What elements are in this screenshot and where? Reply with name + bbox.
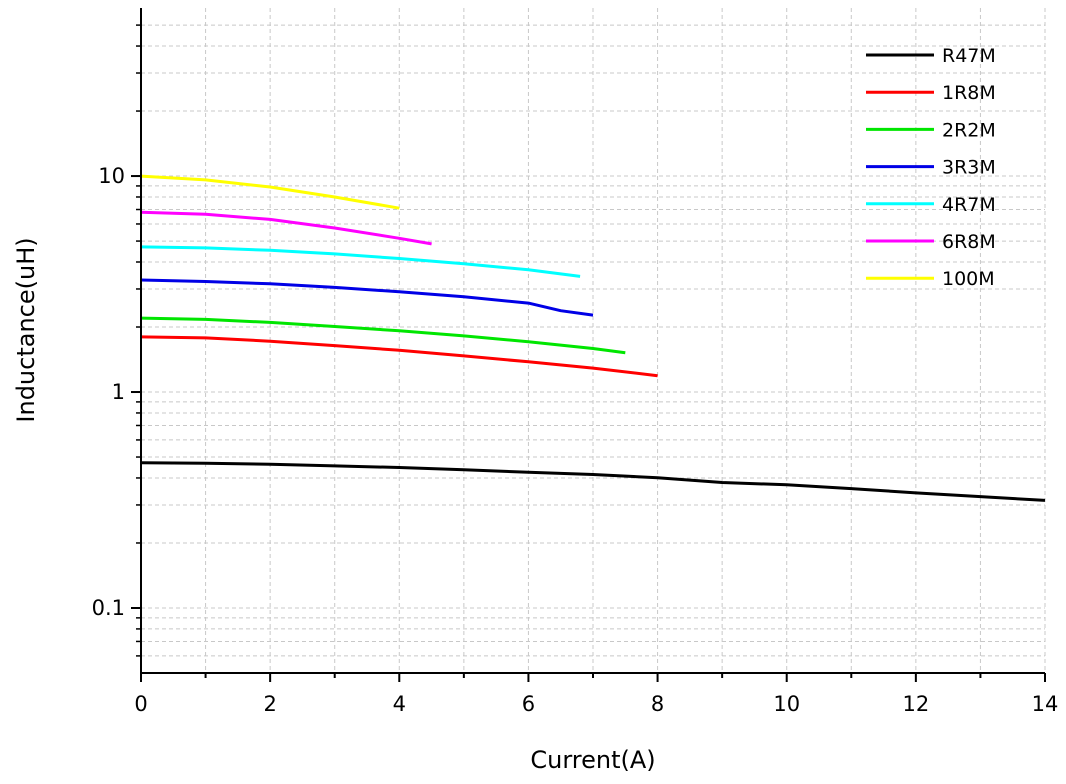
legend-label-4r7m: 4R7M	[942, 194, 996, 216]
legend-label-1r8m: 1R8M	[942, 82, 996, 104]
series-line-r47m	[140, 461, 1046, 502]
legend-label-3r3m: 3R3M	[942, 157, 996, 179]
axis-layer: 0 2 4 6 8 10 12 14 0.1 1 10	[92, 8, 1059, 716]
x-axis-title: Current(A)	[530, 746, 655, 774]
y-tick-label: 1	[112, 380, 125, 404]
x-tick-label: 14	[1032, 692, 1059, 716]
legend: R47M 1R8M 2R2M 3R3M 4R7M 6R8M 100M	[866, 45, 996, 290]
x-tick-label: 4	[393, 692, 406, 716]
legend-label-r47m: R47M	[942, 45, 996, 67]
y-axis-title: Inductance(uH)	[12, 237, 40, 422]
series-layer	[140, 174, 1046, 502]
series-line-4r7m	[140, 245, 581, 278]
legend-label-2r2m: 2R2M	[942, 119, 996, 141]
x-tick-label: 12	[902, 692, 929, 716]
x-tick-label: 2	[263, 692, 276, 716]
series-line-1r8m	[140, 335, 658, 378]
x-tick-label: 10	[773, 692, 800, 716]
grid-layer	[141, 8, 1046, 673]
x-tick-label: 6	[522, 692, 535, 716]
series-line-6r8m	[140, 210, 432, 246]
y-tick-label: 10	[98, 164, 125, 188]
series-line-3r3m	[140, 278, 594, 317]
legend-label-100m: 100M	[942, 268, 995, 290]
y-tick-label: 0.1	[92, 596, 125, 620]
series-line-100m	[140, 174, 400, 210]
x-tick-label: 8	[651, 692, 664, 716]
legend-label-6r8m: 6R8M	[942, 231, 996, 253]
x-tick-label: 0	[134, 692, 147, 716]
series-line-2r2m	[140, 316, 626, 355]
